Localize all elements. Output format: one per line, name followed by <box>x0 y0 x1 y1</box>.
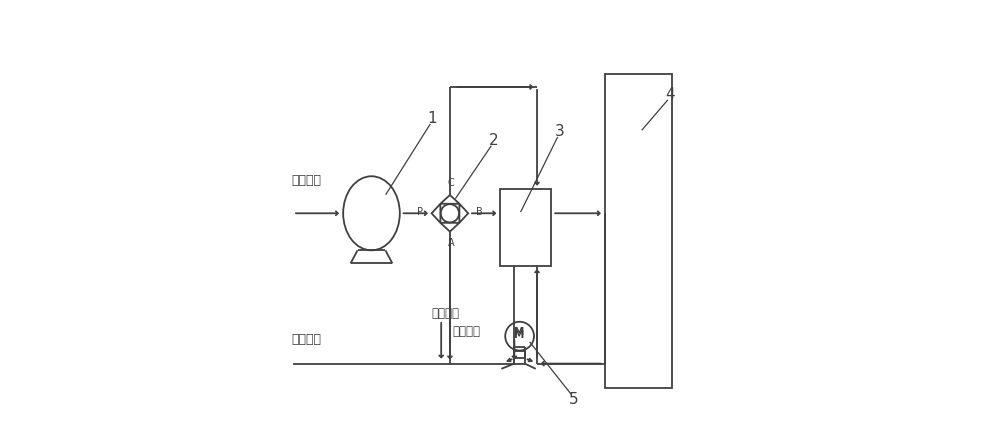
Text: 排气出口: 排气出口 <box>291 333 321 346</box>
Text: 4: 4 <box>665 87 675 102</box>
Text: 5: 5 <box>568 392 578 407</box>
Text: 空气出口: 空气出口 <box>452 325 480 338</box>
Bar <box>605 74 672 388</box>
Bar <box>500 189 551 266</box>
Text: 空气入口: 空气入口 <box>291 174 321 187</box>
Text: P: P <box>417 206 423 217</box>
Text: C: C <box>448 178 455 188</box>
Text: A: A <box>448 238 455 249</box>
Text: M: M <box>514 327 525 337</box>
Text: M: M <box>514 330 525 340</box>
Text: B: B <box>476 206 483 217</box>
Text: 氢气出口: 氢气出口 <box>431 307 459 320</box>
Text: 3: 3 <box>555 124 565 139</box>
Text: 2: 2 <box>489 133 498 148</box>
Text: 1: 1 <box>428 111 437 126</box>
